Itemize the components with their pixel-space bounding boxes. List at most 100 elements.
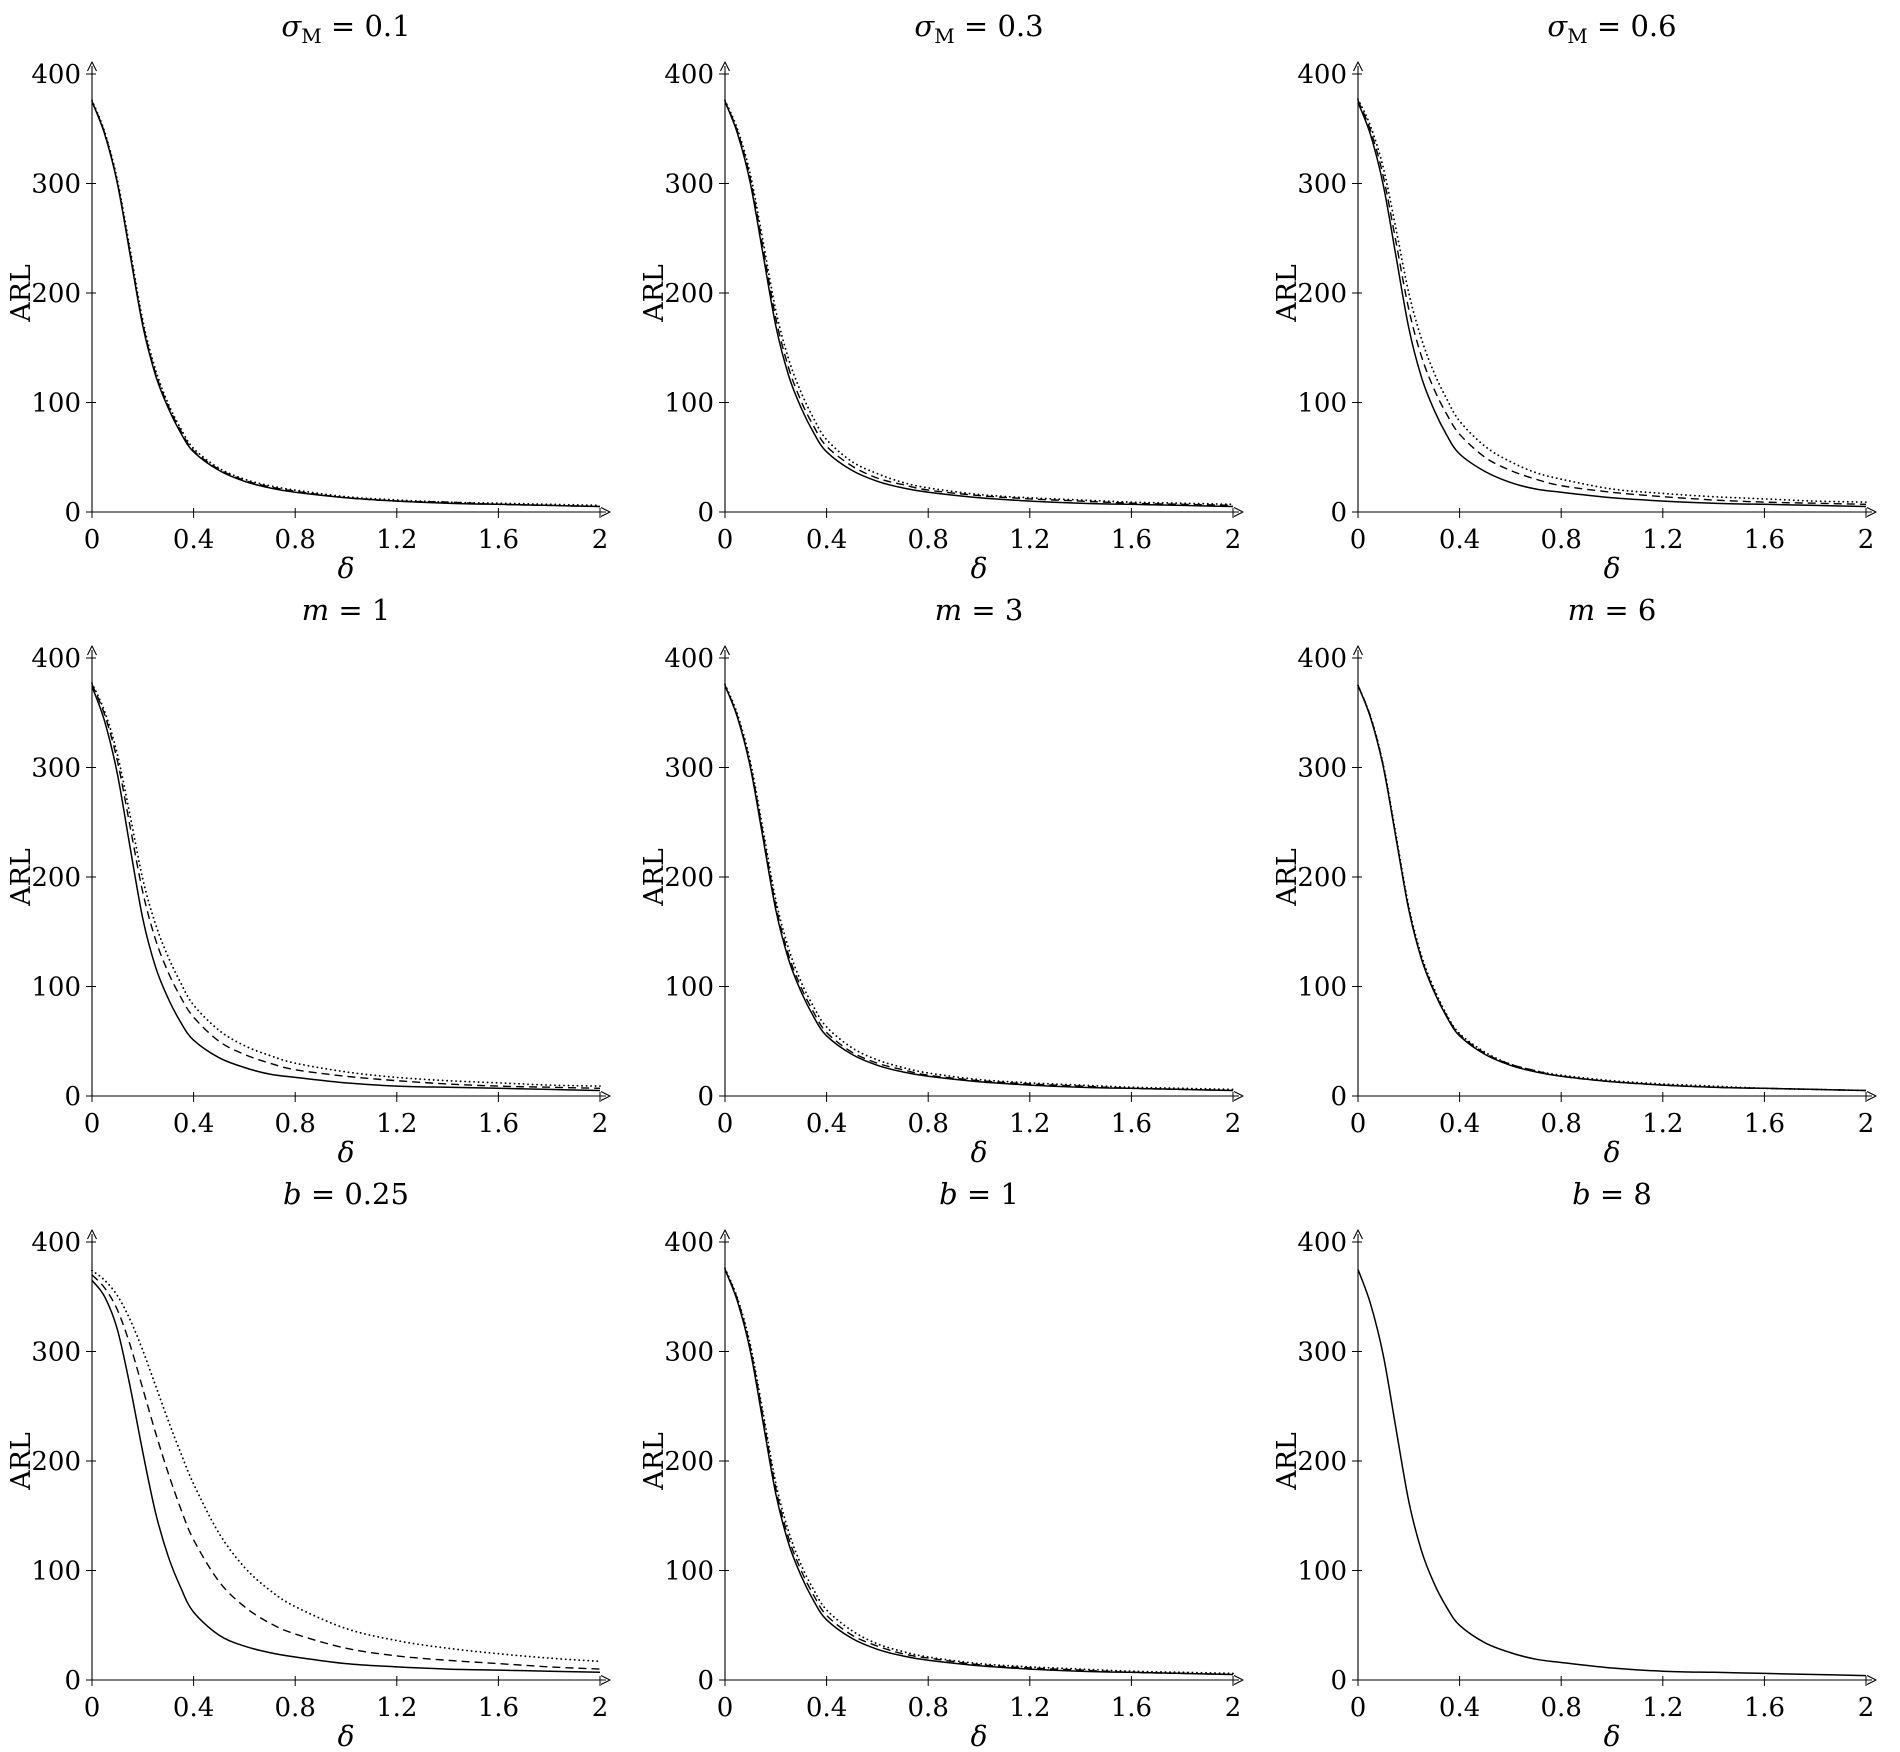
x-tick-label: 0 [717,1109,734,1139]
y-axis-arrow-icon [87,1229,97,1240]
x-tick-label: 0.4 [1439,1109,1480,1139]
series-path-dashed [724,101,1234,507]
y-tick-label: 0 [697,498,714,528]
x-tick-label: 1.2 [376,1693,417,1723]
chart-svg: σM = 0.6 0 100 200 300 400 0 0.4 0.8 1.2 1.6 2 ARL δ [1272,9,1877,584]
x-tick-label: 0.4 [1439,1693,1480,1723]
series-path-solid [724,1269,1234,1676]
x-tick-label: 0.4 [173,1693,214,1723]
series-path-dashed [91,684,601,1089]
x-tick-label: 1.6 [1744,1693,1785,1723]
x-tick-label: 2 [1858,525,1875,555]
series-path-dashed [724,1269,1234,1676]
series-path-dashed [724,685,1234,1092]
y-tick-label: 400 [31,1228,81,1258]
series-path-dashed [1357,685,1867,1092]
chart-panel-2: σM = 0.3 0 100 200 300 400 0 0.4 0.8 1.2 1.6 2 ARL δ [633,0,1266,584]
y-axis-label: ARL [1272,1432,1303,1491]
y-axis-arrow-icon [720,645,730,656]
y-axis-arrow-icon [1353,61,1363,72]
x-tick-label: 2 [1225,525,1242,555]
x-tick-label: 1.6 [478,525,519,555]
y-tick-label: 400 [1297,644,1347,674]
chart-svg: b = 1 0 100 200 300 400 0 0.4 0.8 1.2 1.6 2 ARL δ [639,1177,1244,1752]
y-tick-label: 0 [1330,498,1347,528]
x-tick-label: 0.8 [908,525,949,555]
y-axis-arrow-icon [720,1229,730,1240]
y-tick-label: 300 [31,170,81,200]
y-tick-label: 300 [1297,1338,1347,1368]
y-tick-label: 200 [664,863,714,893]
x-axis-arrow-icon [1233,507,1244,517]
y-axis-label: ARL [639,1432,670,1491]
y-tick-label: 100 [1297,389,1347,419]
x-tick-label: 0 [1350,1693,1367,1723]
series-path-dotted [91,99,601,507]
y-tick-label: 100 [664,973,714,1003]
panel-title: b = 8 [1572,1177,1652,1211]
x-axis-label: δ [971,552,988,584]
chart-svg: σM = 0.1 0 100 200 300 400 0 0.4 0.8 1.2 1.6 2 ARL δ [6,9,611,584]
x-axis-arrow-icon [1866,1091,1877,1101]
panel-title: b = 1 [939,1177,1019,1211]
y-tick-label: 300 [664,754,714,784]
y-tick-label: 0 [1330,1666,1347,1696]
y-tick-label: 300 [664,1338,714,1368]
x-tick-label: 1.6 [1744,525,1785,555]
series-path-dotted [724,99,1234,506]
x-axis-label: δ [338,552,355,584]
x-tick-label: 2 [592,1109,609,1139]
y-axis-arrow-icon [87,645,97,656]
y-axis-label: ARL [6,848,37,907]
series-path-dotted [91,1269,601,1663]
x-axis-arrow-icon [600,507,611,517]
y-tick-label: 0 [697,1666,714,1696]
panel-title: σM = 0.3 [914,9,1043,48]
x-tick-label: 0 [717,1693,734,1723]
x-tick-label: 0 [84,1693,101,1723]
y-axis-arrow-icon [87,61,97,72]
x-tick-label: 0 [717,525,734,555]
y-tick-label: 400 [664,644,714,674]
y-tick-label: 100 [31,1557,81,1587]
x-tick-label: 0.8 [908,1693,949,1723]
y-axis-label: ARL [1272,264,1303,323]
x-axis-arrow-icon [1866,1675,1877,1685]
x-axis-label: δ [1604,1720,1621,1752]
chart-panel-8: b = 1 0 100 200 300 400 0 0.4 0.8 1.2 1.6 2 ARL δ [633,1168,1266,1752]
x-tick-label: 0.4 [806,1693,847,1723]
x-tick-label: 0.8 [275,1693,316,1723]
chart-svg: m = 1 0 100 200 300 400 0 0.4 0.8 1.2 1.6 2 ARL δ [6,593,611,1168]
x-tick-label: 0 [84,1109,101,1139]
y-tick-label: 100 [1297,973,1347,1003]
x-tick-label: 1.6 [1111,1109,1152,1139]
series-path-dashed [1357,100,1867,505]
y-tick-label: 0 [1330,1082,1347,1112]
series-path-dashed [91,101,601,508]
x-tick-label: 0 [84,525,101,555]
x-tick-label: 0.8 [275,525,316,555]
y-tick-label: 300 [31,754,81,784]
x-tick-label: 1.6 [1111,525,1152,555]
chart-panel-1: σM = 0.1 0 100 200 300 400 0 0.4 0.8 1.2 1.6 2 ARL δ [0,0,633,584]
y-axis-arrow-icon [1353,1229,1363,1240]
y-tick-label: 300 [664,170,714,200]
x-axis-label: δ [971,1136,988,1168]
chart-svg: b = 0.25 0 100 200 300 400 0 0.4 0.8 1.2 1.6 2 ARL δ [6,1177,611,1752]
x-tick-label: 0 [1350,1109,1367,1139]
y-tick-label: 400 [1297,60,1347,90]
series-path-dotted [724,683,1234,1091]
chart-panel-7: b = 0.25 0 100 200 300 400 0 0.4 0.8 1.2 1.6 2 ARL δ [0,1168,633,1752]
x-tick-label: 0.8 [1541,525,1582,555]
chart-svg: m = 6 0 100 200 300 400 0 0.4 0.8 1.2 1.6 2 ARL δ [1272,593,1877,1168]
series-path-dotted [91,682,601,1087]
x-tick-label: 0.8 [1541,1693,1582,1723]
x-tick-label: 0.4 [173,525,214,555]
x-tick-label: 2 [1858,1109,1875,1139]
y-tick-label: 400 [31,644,81,674]
panel-title: σM = 0.1 [281,9,410,48]
x-axis-arrow-icon [1866,507,1877,517]
x-axis-label: δ [338,1136,355,1168]
x-axis-arrow-icon [1233,1675,1244,1685]
x-tick-label: 0 [1350,525,1367,555]
